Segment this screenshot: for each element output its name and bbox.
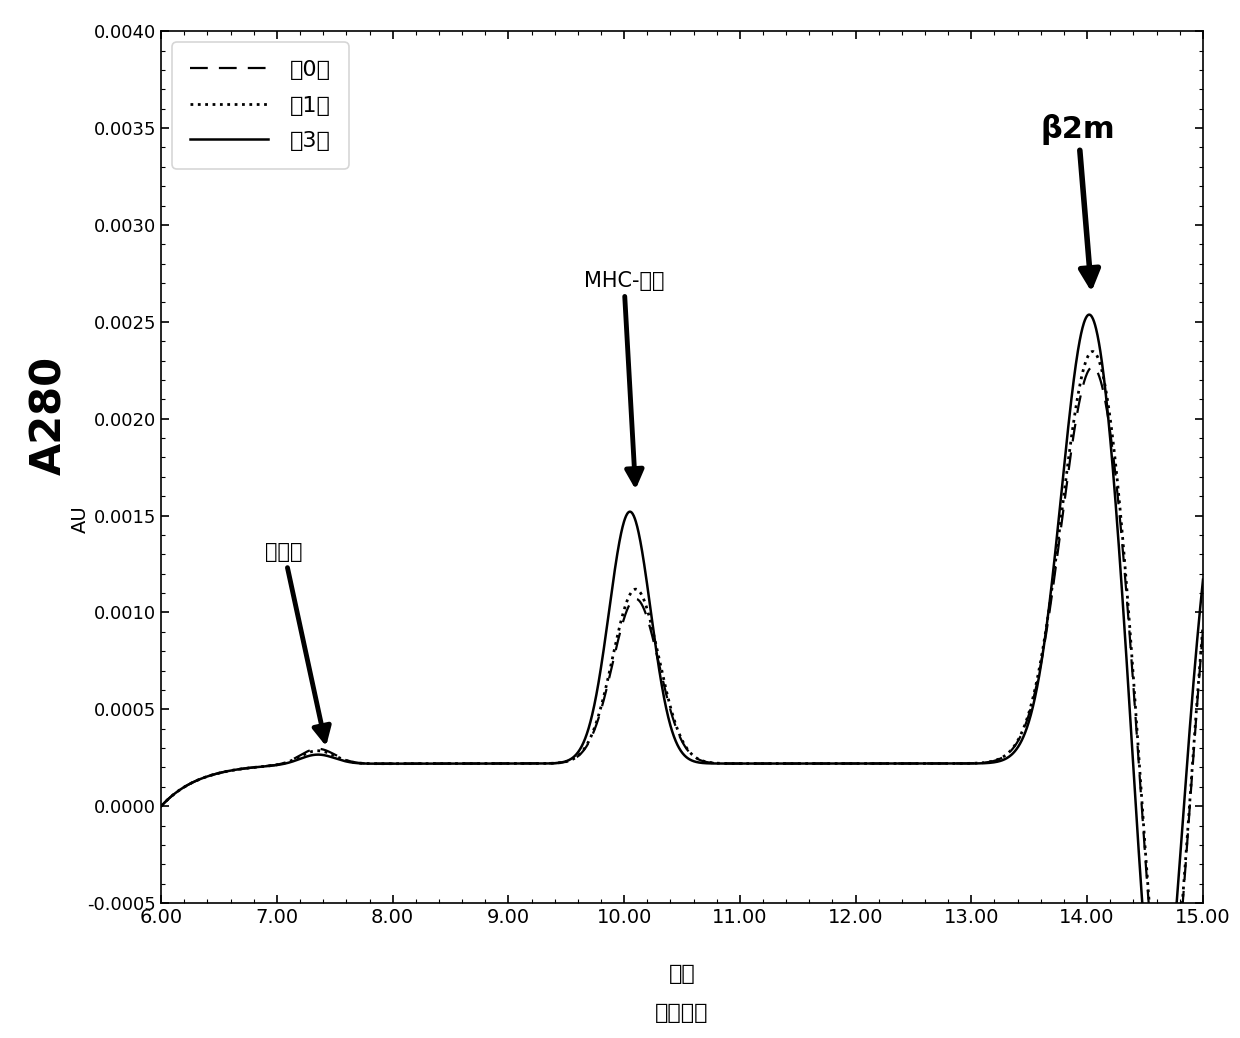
第1天 (154, 800, 169, 813)
第0天 (1068, 419, 1083, 432)
第3天 (1152, 1029, 1167, 1038)
第0天 (335, 753, 350, 765)
第0天 (556, 756, 570, 768)
第3天 (1202, 523, 1216, 536)
第0天 (154, 800, 169, 813)
第0天 (1085, 361, 1100, 374)
第1天 (1182, 811, 1197, 823)
第1天 (601, 672, 616, 684)
第1天 (1068, 406, 1083, 418)
Text: MHC-单体: MHC-单体 (584, 271, 665, 484)
第3天 (1182, 736, 1197, 748)
第1天 (1085, 346, 1100, 358)
第1天 (1202, 556, 1216, 569)
第3天 (1081, 308, 1096, 321)
第3天 (556, 756, 570, 768)
Text: AU: AU (71, 506, 91, 532)
第3天 (335, 755, 350, 767)
Text: A280: A280 (29, 356, 71, 474)
Line: 第1天: 第1天 (161, 352, 1209, 1019)
Text: 凝聚体: 凝聚体 (265, 542, 330, 741)
Text: 分钟: 分钟 (668, 964, 696, 984)
第0天 (1202, 562, 1216, 574)
第0天 (1158, 1021, 1173, 1034)
第1天 (335, 753, 350, 765)
第0天 (1182, 816, 1197, 828)
第1天 (1158, 1013, 1173, 1026)
Text: β2m: β2m (1040, 114, 1116, 285)
Legend: 第0天, 第1天, 第3天: 第0天, 第1天, 第3天 (172, 43, 348, 169)
第3天 (1068, 363, 1083, 376)
第1天 (556, 756, 570, 768)
第3天 (601, 610, 616, 623)
第1天 (273, 758, 288, 770)
第0天 (601, 676, 616, 688)
Line: 第3天: 第3天 (161, 315, 1209, 1035)
Text: 洗脱时间: 洗脱时间 (655, 1004, 709, 1023)
第0天 (273, 758, 288, 770)
第3天 (273, 758, 288, 770)
Line: 第0天: 第0天 (161, 367, 1209, 1028)
第3天 (154, 800, 169, 813)
